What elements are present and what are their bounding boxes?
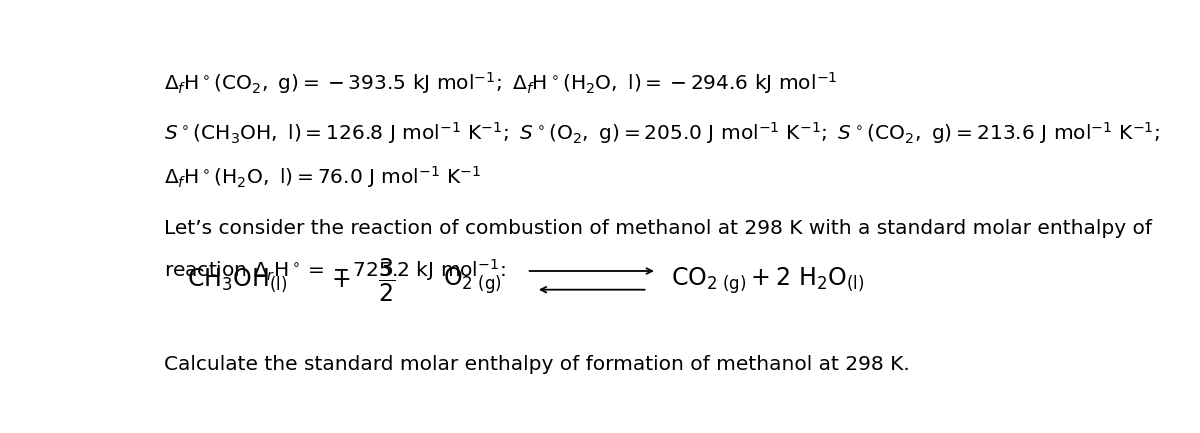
Text: $\dfrac{3}{2}$: $\dfrac{3}{2}$ [378,257,395,304]
Text: Calculate the standard molar enthalpy of formation of methanol at 298 K.: Calculate the standard molar enthalpy of… [164,355,910,375]
Text: $\mathrm{O_{2\ (g)}}$: $\mathrm{O_{2\ (g)}}$ [443,265,502,296]
Text: $\Delta_f\mathrm{H}^\circ(\mathrm{CO_2,\ g}) = -393.5\ \mathrm{kJ\ mol^{-1}}$$;\: $\Delta_f\mathrm{H}^\circ(\mathrm{CO_2,\… [164,70,838,96]
Text: $\Delta_f\mathrm{H}^\circ(\mathrm{H_2O,\ l}) = 76.0\ \mathrm{J\ mol^{-1}\ K^{-1}: $\Delta_f\mathrm{H}^\circ(\mathrm{H_2O,\… [164,164,481,190]
Text: $\mathrm{CH_3OH_{(l)}}$: $\mathrm{CH_3OH_{(l)}}$ [187,267,288,294]
Text: $S^\circ(\mathrm{CH_3OH,\ l}) = 126.8\ \mathrm{J\ mol^{-1}\ K^{-1}}$$;\ S^\circ(: $S^\circ(\mathrm{CH_3OH,\ l}) = 126.8\ \… [164,120,1160,146]
Text: $\mathrm{CO_{2\ (g)}} + 2\ \mathrm{H_2O_{(l)}}$: $\mathrm{CO_{2\ (g)}} + 2\ \mathrm{H_2O_… [671,265,864,296]
Text: reaction $\Delta_r\mathrm{H}^\circ = -725.2\ \mathrm{kJ\ mol^{-1}}$:: reaction $\Delta_r\mathrm{H}^\circ = -72… [164,257,505,283]
Text: $+$: $+$ [331,268,350,292]
Text: Let’s consider the reaction of combustion of methanol at 298 K with a standard m: Let’s consider the reaction of combustio… [164,219,1152,238]
